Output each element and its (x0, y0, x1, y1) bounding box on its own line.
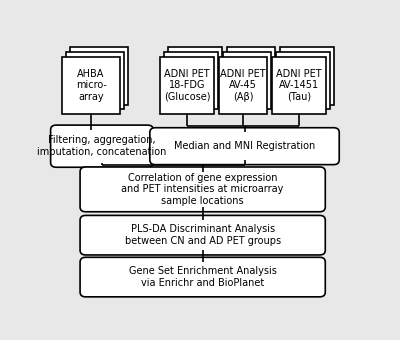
FancyBboxPatch shape (160, 56, 214, 114)
FancyBboxPatch shape (280, 47, 334, 105)
FancyBboxPatch shape (168, 47, 222, 105)
FancyBboxPatch shape (80, 257, 325, 297)
Text: ADNI PET
18-FDG
(Glucose): ADNI PET 18-FDG (Glucose) (164, 69, 210, 102)
FancyBboxPatch shape (51, 125, 153, 167)
FancyBboxPatch shape (70, 47, 128, 105)
Text: ADNI PET
AV-45
(Aβ): ADNI PET AV-45 (Aβ) (220, 69, 266, 102)
FancyBboxPatch shape (219, 56, 267, 114)
FancyBboxPatch shape (66, 52, 124, 109)
FancyBboxPatch shape (272, 56, 326, 114)
Text: Gene Set Enrichment Analysis
via Enrichr and BioPlanet: Gene Set Enrichment Analysis via Enrichr… (129, 266, 277, 288)
Text: AHBA
micro-
array: AHBA micro- array (76, 69, 106, 102)
FancyBboxPatch shape (227, 47, 275, 105)
FancyBboxPatch shape (223, 52, 271, 109)
Text: Filtering, aggregation,
imputation, concatenation: Filtering, aggregation, imputation, conc… (37, 135, 167, 157)
Text: Median and MNI Registration: Median and MNI Registration (174, 141, 315, 151)
FancyBboxPatch shape (150, 128, 339, 165)
Text: ADNI PET
AV-1451
(Tau): ADNI PET AV-1451 (Tau) (276, 69, 322, 102)
FancyBboxPatch shape (80, 167, 325, 212)
FancyBboxPatch shape (80, 216, 325, 255)
Text: Correlation of gene expression
and PET intensities at microarray
sample location: Correlation of gene expression and PET i… (122, 173, 284, 206)
Text: PLS-DA Discriminant Analysis
between CN and AD PET groups: PLS-DA Discriminant Analysis between CN … (125, 224, 281, 246)
FancyBboxPatch shape (276, 52, 330, 109)
FancyBboxPatch shape (62, 56, 120, 114)
FancyBboxPatch shape (164, 52, 218, 109)
